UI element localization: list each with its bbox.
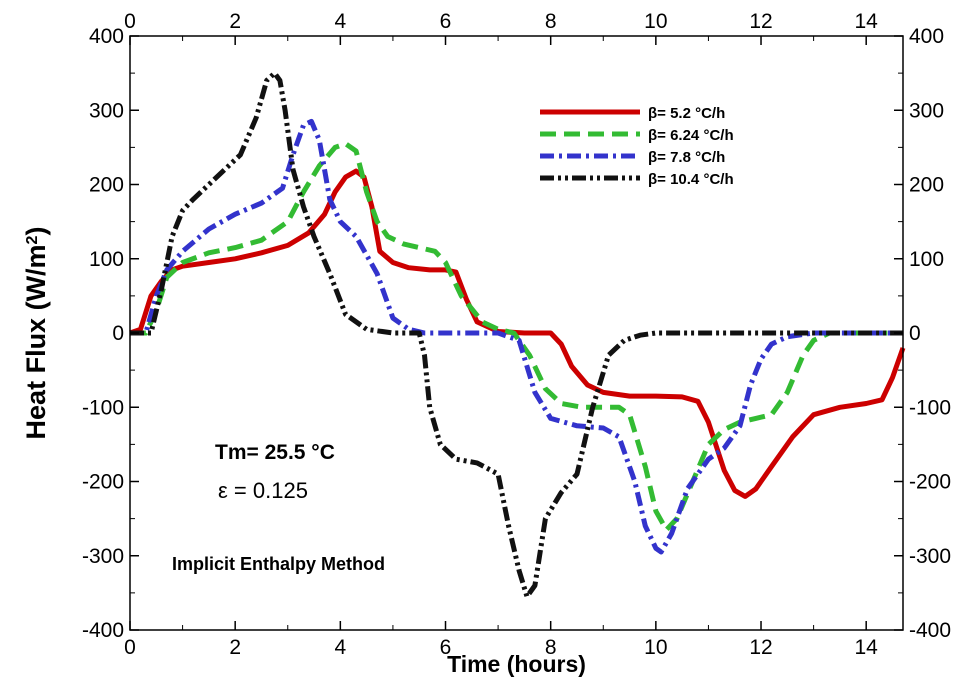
x-tick-label-bottom: 4 [334,636,346,659]
y-tick-label-left: -400 [82,619,124,642]
x-tick-label-bottom: 12 [749,636,772,659]
legend: β= 5.2 °C/h β= 6.24 °C/h β= 7.8 °C/h β= 10.… [540,105,734,188]
x-tick-label-top: 10 [644,10,667,33]
annotation-method: Implicit Enthalpy Method [172,554,385,574]
x-tick-label-bottom: 0 [124,636,136,659]
series-line-4 [130,70,903,600]
x-tick-label-top: 12 [749,10,772,33]
x-tick-label-top: 4 [334,10,346,33]
y-axis-title: Heat Flux (W/m2) [21,227,51,440]
annotation-tm: Tm= 25.5 °C [215,441,335,464]
y-tick-label-right: 400 [909,25,944,48]
y-tick-label-left: -200 [82,471,124,494]
y-tick-label-right: -200 [909,471,951,494]
y-axis-title-close: ) [21,227,51,236]
tick-layer: 0 0 2 2 4 4 6 6 8 8 10 10 12 12 14 14 -400 -400 -300 -300 -2… [82,10,951,659]
series-line-1 [129,168,906,499]
legend-label-4: β= 10.4 °C/h [648,171,734,188]
legend-label-2: β= 6.24 °C/h [648,127,734,144]
y-tick-label-left: 0 [112,322,124,345]
x-tick-label-bottom: 10 [644,636,667,659]
y-tick-label-right: 0 [909,322,921,345]
series-layer [129,70,906,600]
x-tick-label-top: 0 [124,10,136,33]
annotation-epsilon: ε = 0.125 [218,478,308,503]
y-axis-title-superscript: 2 [24,235,41,244]
y-tick-label-left: -300 [82,545,124,568]
y-tick-label-left: 400 [89,25,124,48]
legend-label-3: β= 7.8 °C/h [648,149,725,166]
x-tick-label-top: 14 [855,10,879,33]
y-tick-label-left: 300 [89,99,124,122]
y-tick-label-right: 300 [909,99,944,122]
y-axis-title-main: Heat Flux (W/m [21,244,51,439]
x-tick-label-top: 8 [545,10,557,33]
y-tick-label-right: 100 [909,248,944,271]
x-tick-label-bottom: 14 [855,636,879,659]
legend-label-1: β= 5.2 °C/h [648,105,725,122]
x-tick-label-top: 6 [440,10,452,33]
y-tick-label-right: -400 [909,619,951,642]
y-tick-label-right: 200 [909,174,944,197]
x-tick-label-bottom: 2 [229,636,241,659]
x-tick-label-top: 2 [229,10,241,33]
x-tick-label-bottom: 8 [545,636,557,659]
x-axis-title: Time (hours) [447,651,586,677]
y-tick-label-left: -100 [82,396,124,419]
x-tick-label-bottom: 6 [440,636,452,659]
series-line-2 [130,141,903,533]
y-tick-label-left: 200 [89,174,124,197]
y-tick-label-right: -100 [909,396,951,419]
y-tick-label-right: -300 [909,545,951,568]
y-tick-label-left: 100 [89,248,124,271]
